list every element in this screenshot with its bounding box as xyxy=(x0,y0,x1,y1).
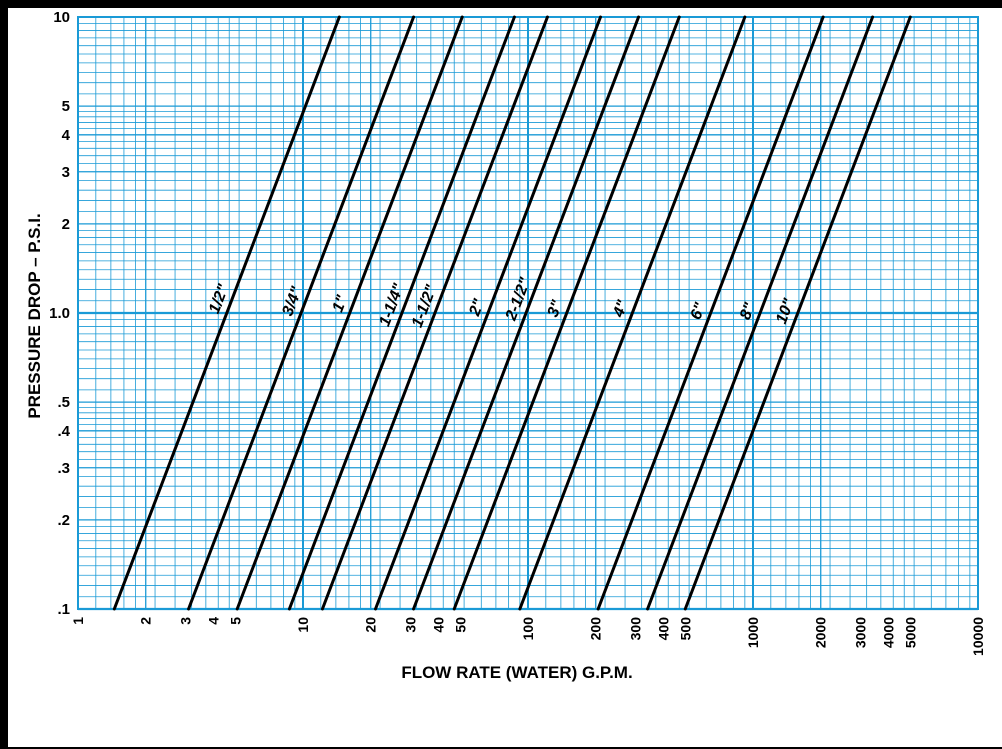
series-line-5 xyxy=(373,15,602,611)
x-tick-label: 3 xyxy=(177,617,193,625)
x-tick-label: 5000 xyxy=(902,617,918,648)
x-tick-label: 20 xyxy=(363,617,379,633)
y-tick-labels: .1 .2 .3 .4 .5 1.0 2 3 4 5 10 xyxy=(49,9,71,618)
x-tick-label: 200 xyxy=(588,617,604,641)
y-axis-title: PRESSURE DROP – P.S.I. xyxy=(25,213,44,418)
y-tick-label: .1 xyxy=(57,601,70,618)
y-tick-label: 2 xyxy=(62,216,70,233)
x-axis-title: FLOW RATE (WATER) G.P.M. xyxy=(401,663,632,682)
x-tick-label: 1000 xyxy=(745,617,761,648)
y-tick-label: 3 xyxy=(62,164,70,181)
y-tick-label: 4 xyxy=(62,127,71,144)
x-tick-label: 10000 xyxy=(970,617,986,656)
series-line-3 xyxy=(287,15,516,611)
x-tick-label: 2000 xyxy=(813,617,829,648)
x-tick-label: 400 xyxy=(655,617,671,641)
x-tick-label: 300 xyxy=(627,617,643,641)
series-line-11 xyxy=(683,15,912,611)
x-tick-label: 100 xyxy=(520,617,536,641)
y-tick-label: 1.0 xyxy=(49,305,70,322)
series-label-8: 4" xyxy=(610,298,632,321)
series-line-0 xyxy=(112,15,341,611)
x-tick-label: 2 xyxy=(138,617,154,625)
grid xyxy=(77,16,979,611)
x-tick-label: 5 xyxy=(227,617,243,625)
x-tick-labels: 1 2 3 4 5 10 20 30 40 50 100 200 300 400 500 1000 2000 30… xyxy=(70,617,986,656)
x-tick-label: 4000 xyxy=(880,617,896,648)
series-label-7: 3" xyxy=(545,298,567,320)
series-line-8 xyxy=(518,15,747,611)
series-line-4 xyxy=(320,15,549,611)
series-line-9 xyxy=(596,15,825,611)
y-tick-label: .5 xyxy=(57,394,70,411)
x-tick-label: 500 xyxy=(677,617,693,641)
series-line-7 xyxy=(452,15,681,611)
y-tick-label: 5 xyxy=(62,98,70,115)
series-line-10 xyxy=(646,15,875,611)
x-tick-label: 30 xyxy=(402,617,418,633)
series-label-5: 2" xyxy=(466,296,488,319)
x-tick-label: 50 xyxy=(452,617,468,633)
series-label-9: 6" xyxy=(688,300,710,322)
x-tick-label: 4 xyxy=(205,617,221,625)
x-tick-label: 3000 xyxy=(852,617,868,648)
y-tick-label: .2 xyxy=(57,512,70,529)
series-line-6 xyxy=(412,15,641,611)
y-tick-label: 10 xyxy=(53,9,70,26)
series-line-1 xyxy=(187,15,416,611)
y-tick-label: .4 xyxy=(57,423,70,440)
series-label-2: 1" xyxy=(329,293,351,315)
y-tick-label: .3 xyxy=(57,460,70,477)
x-tick-label: 1 xyxy=(70,617,86,625)
x-tick-label: 40 xyxy=(430,617,446,633)
series-line-2 xyxy=(235,15,464,611)
plot-border xyxy=(77,16,979,610)
x-tick-label: 10 xyxy=(295,617,311,633)
series-label-10: 8" xyxy=(737,300,759,322)
series-lines xyxy=(112,15,912,611)
